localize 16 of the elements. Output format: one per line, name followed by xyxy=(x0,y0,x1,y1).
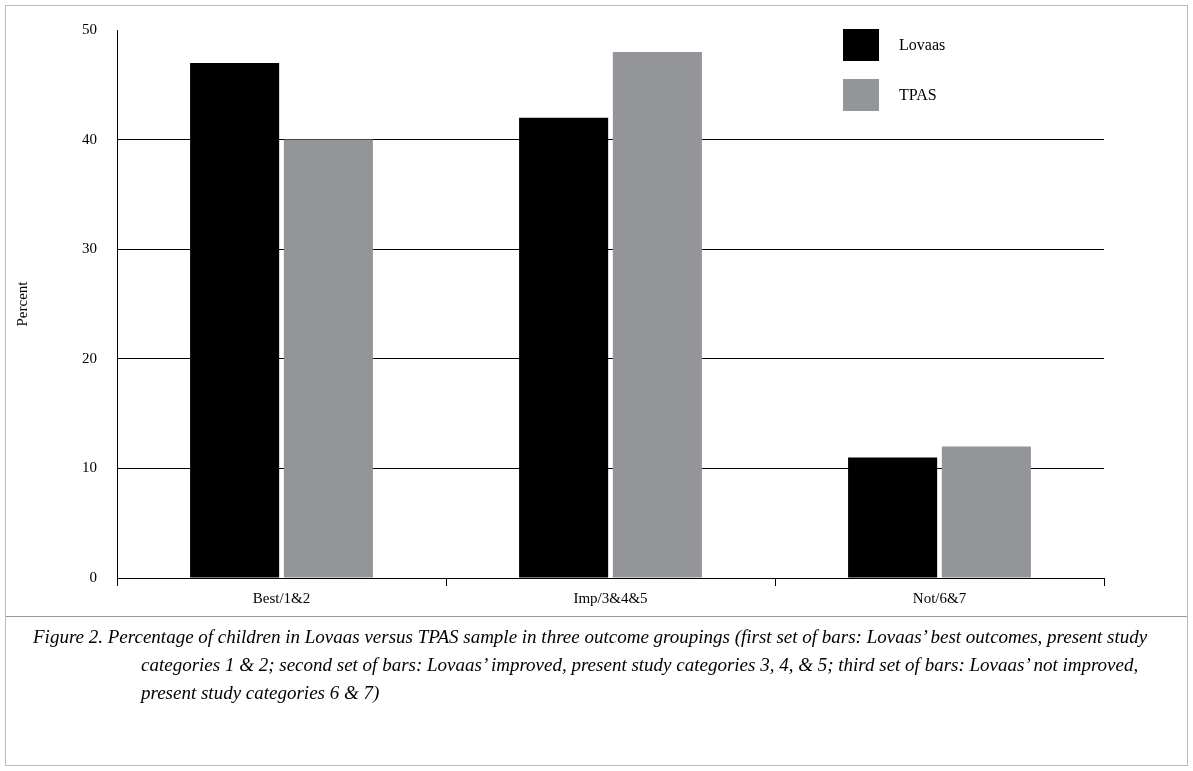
y-axis-title: Percent xyxy=(13,280,30,327)
bar xyxy=(941,446,1031,578)
x-tick-label: Best/1&2 xyxy=(252,589,311,606)
bar xyxy=(283,139,373,578)
x-tick-label: Not/6&7 xyxy=(912,589,967,606)
legend-label: TPAS xyxy=(899,86,937,104)
y-tick-label: 50 xyxy=(82,20,97,37)
x-tick-label: Imp/3&4&5 xyxy=(573,589,648,606)
bar xyxy=(612,51,702,578)
y-tick-label: 20 xyxy=(82,349,97,366)
y-tick-label: 10 xyxy=(82,459,97,476)
y-tick-label: 40 xyxy=(82,130,97,147)
caption: Figure 2. Percentage of children in Lovaas versus TPAS sample in three outcome groupings (first set of bars: Lovaas’ best outcomes, present study categories 1 & 2; second set of bars: Lovaas’ improved, present study categories 3, 4, & 5; third set of bars: Lovaas’ not improved, present study categories 6 & 7) xyxy=(32,625,1149,705)
legend-label: Lovaas xyxy=(899,36,946,54)
y-tick-label: 30 xyxy=(82,240,97,257)
y-tick-label: 0 xyxy=(89,568,97,585)
